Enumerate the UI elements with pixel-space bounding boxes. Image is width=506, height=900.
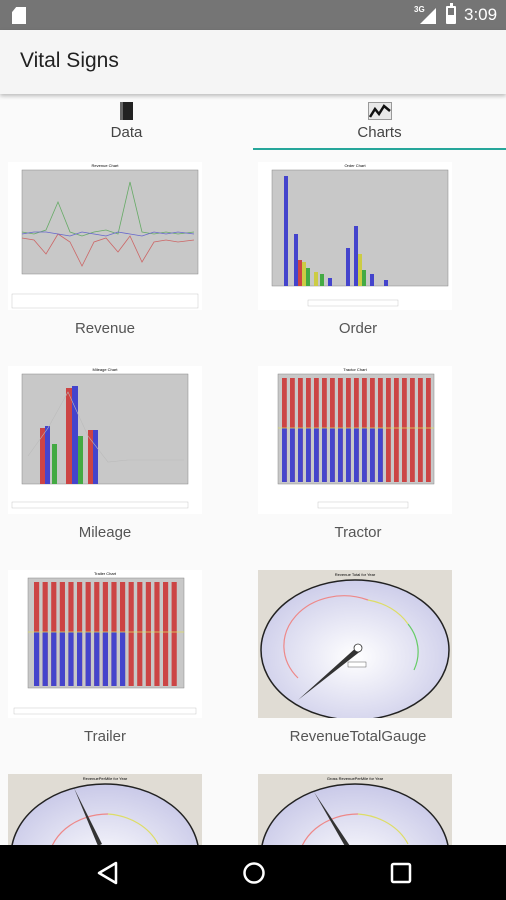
thumb-title: Gross RevenuePerMile for Year xyxy=(327,776,384,781)
thumb-bar xyxy=(322,428,327,482)
mileage-chart-thumbnail[interactable]: Mileage Chart xyxy=(8,366,202,514)
chart-caption: Tractor xyxy=(334,524,382,541)
thumb-bar xyxy=(346,428,351,482)
thumb-bar xyxy=(51,632,57,686)
home-icon[interactable] xyxy=(240,859,268,887)
revenue-total-gauge-thumbnail[interactable]: Revenue Total for Year xyxy=(258,570,452,718)
thumb-bar xyxy=(402,378,407,482)
thumb-bar xyxy=(163,582,169,686)
tab-data-label: Data xyxy=(110,124,143,141)
thumb-bar xyxy=(77,632,83,686)
tab-charts-label: Charts xyxy=(357,124,402,141)
chart-caption: Revenue xyxy=(74,320,136,337)
thumb-bar xyxy=(282,428,287,482)
thumb-bar xyxy=(394,378,399,482)
thumb-bar xyxy=(94,632,100,686)
thumb-bar xyxy=(145,582,151,686)
order-chart-thumbnail[interactable]: Order Chart xyxy=(258,162,452,310)
tab-bar: Data Charts xyxy=(0,96,506,150)
line-chart-icon xyxy=(367,102,392,120)
thumb-title: Order Chart xyxy=(344,163,366,168)
thumb-bar xyxy=(137,582,143,686)
thumb-bar xyxy=(154,582,160,686)
thumb-bar xyxy=(34,632,40,686)
chart-caption: RevenueTotalGauge xyxy=(289,728,427,745)
thumb-title: Revenue Total for Year xyxy=(335,572,376,577)
app-bar: Vital Signs xyxy=(0,30,506,94)
thumb-bar xyxy=(102,632,108,686)
thumb-bar xyxy=(330,428,335,482)
thumb-bar xyxy=(306,428,311,482)
status-bar: 3G 3:09 xyxy=(0,0,506,30)
chart-grid: Revenue Chart Revenue Order Chart xyxy=(0,150,506,845)
tractor-chart-thumbnail[interactable]: Tractor Chart xyxy=(258,366,452,514)
tab-charts[interactable]: Charts xyxy=(253,96,506,150)
gross-revenue-per-mile-gauge-thumbnail[interactable]: Gross RevenuePerMile for Year xyxy=(258,774,452,845)
chart-caption: Mileage xyxy=(78,524,132,541)
thumb-bar xyxy=(111,632,117,686)
trailer-chart-thumbnail[interactable]: Trailer Chart xyxy=(8,570,202,718)
thumb-bar xyxy=(354,428,359,482)
thumb-bar xyxy=(386,378,391,482)
app-title: Vital Signs xyxy=(20,49,119,72)
navigation-bar xyxy=(0,845,506,900)
thumb-bar xyxy=(338,428,343,482)
thumb-bar xyxy=(85,632,91,686)
signal-icon xyxy=(420,8,436,24)
network-type-label: 3G xyxy=(414,5,425,14)
chart-caption: Trailer xyxy=(84,728,126,745)
tab-data[interactable]: Data xyxy=(0,96,253,150)
thumb-bar xyxy=(370,428,375,482)
thumb-bar xyxy=(378,428,383,482)
thumb-bar xyxy=(120,632,126,686)
thumb-title: Trailer Chart xyxy=(94,571,117,576)
chart-caption: Order xyxy=(338,320,378,337)
thumb-bar xyxy=(314,428,319,482)
back-icon[interactable] xyxy=(94,859,122,887)
revenue-chart-thumbnail[interactable]: Revenue Chart xyxy=(8,162,202,310)
thumb-bar xyxy=(410,378,415,482)
book-icon xyxy=(120,102,133,120)
thumb-bar xyxy=(42,632,48,686)
thumb-title: Mileage Chart xyxy=(93,367,119,372)
thumb-bar xyxy=(426,378,431,482)
battery-icon xyxy=(446,3,456,24)
thumb-title: RevenuePerMile for Year xyxy=(83,776,128,781)
sd-card-icon xyxy=(12,7,26,24)
status-clock: 3:09 xyxy=(464,5,498,24)
revenue-per-mile-gauge-thumbnail[interactable]: RevenuePerMile for Year xyxy=(8,774,202,845)
thumb-title: Revenue Chart xyxy=(92,163,120,168)
thumb-title: Tractor Chart xyxy=(343,367,367,372)
thumb-bar xyxy=(298,428,303,482)
thumb-bar xyxy=(290,428,295,482)
thumb-bar xyxy=(418,378,423,482)
thumb-bar xyxy=(171,582,177,686)
recents-icon[interactable] xyxy=(387,859,415,887)
thumb-bar xyxy=(59,632,65,686)
thumb-bar xyxy=(68,632,74,686)
thumb-bar xyxy=(362,428,367,482)
thumb-bar xyxy=(128,582,134,686)
